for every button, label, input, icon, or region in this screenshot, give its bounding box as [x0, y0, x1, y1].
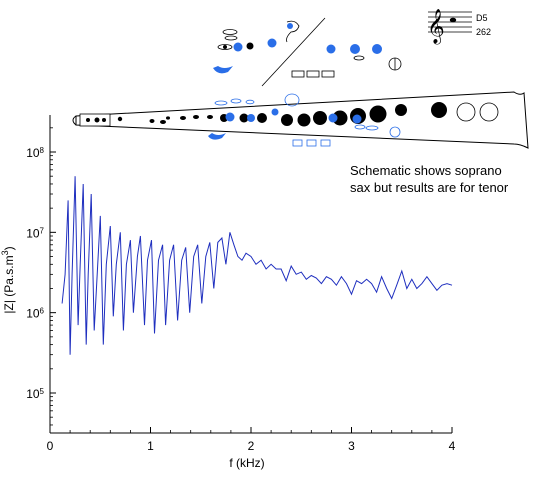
x-tick-label: 1 — [147, 439, 154, 453]
x-tick-label: 3 — [348, 439, 355, 453]
x-tick-label: 0 — [47, 439, 54, 453]
y-tick-label: 107 — [26, 226, 44, 241]
y-tick-label: 106 — [26, 306, 44, 321]
y-tick-label: 108 — [26, 146, 44, 161]
note-frequency: 262 — [476, 27, 491, 37]
musical-note-icon: 𝄞 — [427, 9, 472, 45]
x-axis-label: f (kHz) — [229, 456, 264, 470]
y-axis-label: |Z| (Pa.s.m3) — [0, 246, 16, 313]
y-tick-label: 105 — [26, 387, 44, 402]
y-ticks: 105 106 107 108 — [26, 127, 56, 426]
annotation-line-2: sax but results are for tenor — [350, 180, 509, 195]
saxophone-schematic: 𝄞 D5 262 — [72, 9, 529, 149]
svg-text:𝄞: 𝄞 — [427, 9, 445, 45]
x-tick-label: 4 — [449, 439, 456, 453]
x-tick-label: 2 — [248, 439, 255, 453]
annotation-line-1: Schematic shows soprano — [350, 163, 502, 178]
x-ticks: 0 1 2 3 4 — [47, 427, 456, 453]
note-name: D5 — [476, 13, 488, 23]
impedance-series-line — [61, 176, 453, 355]
